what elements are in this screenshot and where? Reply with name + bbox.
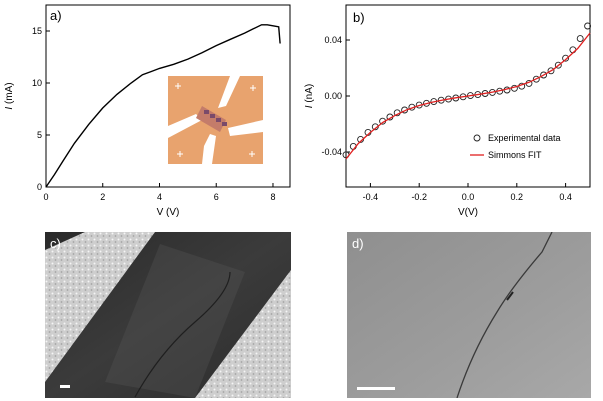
inset-contact (204, 110, 209, 114)
series-line-simmons-fit (345, 32, 591, 160)
data-point-experimental (562, 54, 570, 62)
y-tick-label-b: 0.00 (324, 91, 342, 101)
x-tick-label-a: 4 (157, 192, 162, 202)
data-point-experimental (532, 75, 540, 83)
y-tick-label-b: 0.04 (324, 35, 342, 45)
inset-channel (196, 106, 226, 132)
scale-bar-c (60, 385, 70, 388)
scale-bar-d (357, 387, 395, 390)
y-tick-label-a: 15 (32, 26, 42, 36)
inset-contact (222, 122, 227, 126)
tem-c-electrode-right (195, 270, 291, 398)
tem-c-electrode-left (45, 232, 155, 382)
x-tick-label-b: 0.2 (511, 192, 524, 202)
data-point-experimental (569, 46, 577, 54)
x-tick-label-a: 6 (214, 192, 219, 202)
inset-lead-bottom (202, 134, 216, 164)
panel-d-label: d) (352, 236, 364, 251)
x-tick-label-b: -0.4 (363, 192, 379, 202)
x-tick-label-a: 2 (100, 192, 105, 202)
x-tick-label-b: -0.2 (411, 192, 427, 202)
chart-b: -0.4 -0.2 0.0 0.2 0.4 -0.04 0.00 0.04 V(V) I (nA)… (304, 4, 592, 218)
legend-label-experimental: Experimental data (488, 133, 561, 143)
y-tick-label-b: -0.04 (321, 147, 342, 157)
data-point-experimental (540, 71, 548, 79)
y-tick-label-a: 10 (32, 78, 42, 88)
x-tick-label-b: 0.0 (462, 192, 475, 202)
data-point-experimental (576, 35, 584, 43)
tem-d-background (347, 232, 591, 398)
inset-contact (216, 118, 221, 122)
y-axis-label-b: I (nA) (304, 84, 315, 108)
data-point-experimental (584, 22, 592, 30)
inset-contact (210, 114, 215, 118)
tem-c-membrane (105, 244, 245, 398)
inset-lead-right (228, 120, 263, 136)
x-axis-label-a: V (V) (157, 207, 180, 218)
panel-b-label: b) (353, 10, 365, 25)
legend-marker-experimental (473, 134, 481, 142)
x-tick-label-a: 0 (43, 192, 48, 202)
x-tick-label-b: 0.4 (559, 192, 572, 202)
tem-image-c (45, 232, 291, 398)
y-axis-label-a: I (mA) (4, 82, 15, 109)
y-tick-label-a: 0 (37, 182, 42, 192)
tem-c-crack (134, 271, 231, 398)
data-point-experimental (554, 61, 562, 69)
tem-d-crack (456, 232, 553, 398)
y-tick-label-a: 5 (37, 130, 42, 140)
panel-c-label: c) (50, 236, 61, 251)
series-line-iv (45, 24, 281, 188)
x-tick-label-a: 8 (270, 192, 275, 202)
chart-a: 0 2 4 6 8 0 5 10 15 V (V) I (mA) (4, 4, 291, 218)
legend-label-fit: Simmons FIT (488, 150, 542, 160)
panel-a-label: a) (50, 8, 62, 23)
data-point-experimental (547, 67, 555, 75)
x-axis-label-b: V(V) (458, 207, 478, 218)
inset-lead-top (218, 76, 240, 108)
tem-image-d (347, 232, 591, 398)
tem-d-fold (506, 291, 514, 301)
plot-frame-a (45, 4, 291, 188)
inset-device-image (168, 76, 263, 164)
inset-lead-left (168, 114, 202, 138)
